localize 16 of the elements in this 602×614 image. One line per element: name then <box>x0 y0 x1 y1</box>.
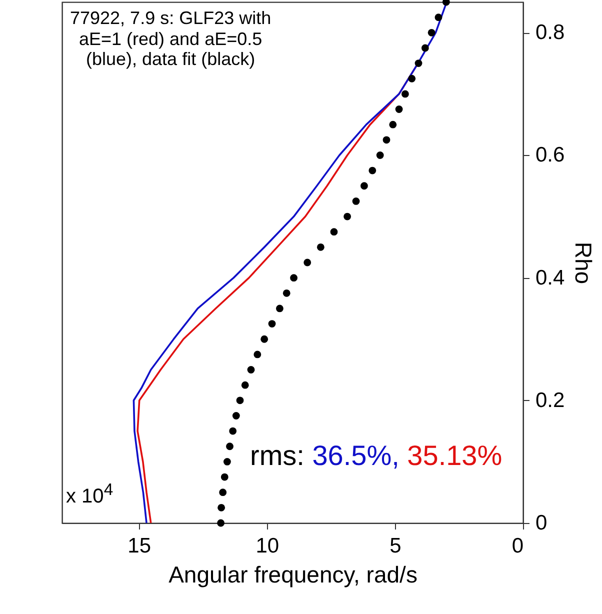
annotation: rms: <box>250 440 304 471</box>
y-tick-label: 0.4 <box>536 266 566 290</box>
x-tick-label: 15 <box>128 534 152 558</box>
y-axis-title: Rho <box>570 242 597 284</box>
x-tick-label: 5 <box>390 534 402 558</box>
annotation: 35.13% <box>406 440 502 471</box>
y-tick-label: 0.8 <box>536 21 565 44</box>
y-tick-label: 0.6 <box>536 144 565 167</box>
annotation: 36.5%, <box>311 440 400 471</box>
x-axis-title: Angular frequency, rad/s <box>168 562 418 588</box>
y-tick-label: 0 <box>536 512 548 534</box>
annotation: x 10$^{4}$ <box>66 480 114 509</box>
x-tick-label: 10 <box>256 534 280 558</box>
x-tick-label: 0 <box>512 534 524 558</box>
text: 77922, 7.9 s: GLF23 with aE=1 (red) and aE=0.5 (blue), data fit (black) <box>70 8 272 70</box>
y-tick-label: 0.2 <box>536 388 565 412</box>
